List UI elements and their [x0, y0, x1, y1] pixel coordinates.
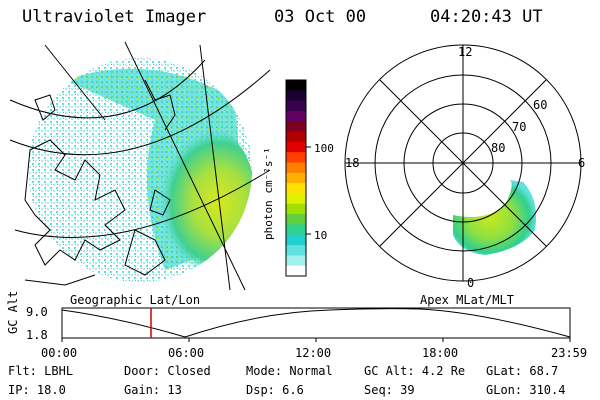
altitude-curve — [61, 308, 571, 338]
mlt-label-0: 0 — [467, 276, 475, 290]
colorbar-swatch — [286, 234, 306, 246]
door-field: Door: Closed — [124, 364, 211, 378]
altitude-plot-frame — [61, 307, 571, 339]
altitude-xtick-2359: 23:59 — [551, 346, 588, 360]
colorbar-swatch — [286, 255, 306, 267]
left-panel-caption: Geographic Lat/Lon — [70, 293, 201, 307]
colorbar-swatch — [286, 131, 306, 143]
colorbar-swatch — [286, 183, 306, 195]
colorbar-swatch — [286, 265, 306, 277]
glon-label: GLon: — [486, 383, 523, 397]
mlt-label-6: 6 — [578, 156, 586, 170]
colorbar-swatch — [286, 80, 306, 91]
colorbar-swatch — [286, 110, 306, 122]
altitude-ytick-9: 9.0 — [26, 305, 48, 319]
ip-value: 18.0 — [36, 383, 66, 397]
gain-label: Gain: — [124, 383, 161, 397]
ip-field: IP: 18.0 — [8, 383, 66, 397]
mlt-label-18: 18 — [345, 156, 360, 170]
geographic-image — [9, 41, 271, 291]
colorbar-swatch — [286, 90, 306, 102]
colorbar-swatch — [286, 162, 306, 174]
flt-label: Flt: — [8, 364, 37, 378]
altitude-ylabel: GC Alt — [6, 290, 20, 334]
lat-lon-grid — [9, 41, 271, 291]
mode-field: Mode: Normal — [246, 364, 333, 378]
altitude-xtick-0600: 06:00 — [168, 346, 205, 360]
polar-mlat-mlt-panel — [335, 40, 600, 290]
mode-value: Normal — [289, 364, 333, 378]
colorbar-swatch — [286, 121, 306, 133]
altitude-plot-svg — [61, 307, 571, 342]
mlt-label-12: 12 — [458, 45, 473, 59]
date-label: 03 Oct 00 — [274, 7, 367, 27]
gc-alt-label: GC Alt: — [364, 364, 415, 378]
time-label: 04:20:43 UT — [430, 7, 543, 27]
colorbar-swatch — [286, 172, 306, 184]
lat-label-60: 60 — [533, 98, 548, 112]
colorbar-swatch — [286, 214, 306, 226]
colorbar-swatch — [286, 152, 306, 164]
dsp-field: Dsp: 6.6 — [246, 383, 304, 397]
glat-field: GLat: 68.7 — [486, 364, 558, 378]
altitude-x-ticks — [61, 338, 571, 342]
mode-label: Mode: — [246, 364, 283, 378]
geographic-image-panel — [5, 40, 275, 291]
colorbar-swatch — [286, 203, 306, 215]
lat-label-80: 80 — [491, 141, 506, 155]
flt-field: Flt: LBHL — [8, 364, 73, 378]
seq-label: Seq: — [364, 383, 393, 397]
altitude-xtick-0000: 00:00 — [41, 346, 78, 360]
right-panel-caption: Apex MLat/MLT — [420, 293, 514, 307]
altitude-xtick-1800: 18:00 — [422, 346, 459, 360]
ip-label: IP: — [8, 383, 30, 397]
colorbar-tick-100: 100 — [314, 142, 334, 155]
flt-value: LBHL — [44, 364, 74, 378]
glon-field: GLon: 310.4 — [486, 383, 565, 397]
instrument-title: Ultraviolet Imager — [22, 7, 207, 27]
altitude-ytick-1-8: 1.8 — [26, 328, 48, 342]
colorbar — [278, 76, 338, 286]
gc-alt-field: GC Alt: 4.2 Re — [364, 364, 465, 378]
colorbar-swatch — [286, 100, 306, 112]
colorbar-frame — [285, 79, 307, 277]
seq-value: 39 — [400, 383, 415, 397]
lat-label-70: 70 — [512, 120, 527, 134]
glat-label: GLat: — [486, 364, 523, 378]
glat-value: 68.7 — [529, 364, 559, 378]
polar-aurora — [453, 180, 537, 255]
gain-field: Gain: 13 — [124, 383, 182, 397]
colorbar-swatch — [286, 224, 306, 236]
coastline — [24, 79, 176, 286]
dsp-label: Dsp: — [246, 383, 275, 397]
polar-plot — [344, 44, 582, 282]
gain-value: 13 — [167, 383, 182, 397]
colorbar-scale — [285, 79, 311, 277]
polar-grid — [344, 44, 582, 282]
seq-field: Seq: 39 — [364, 383, 415, 397]
colorbar-unit-label: photon cm⁻²s⁻¹ — [262, 147, 275, 240]
door-value: Closed — [167, 364, 211, 378]
dsp-value: 6.6 — [282, 383, 304, 397]
colorbar-swatch — [286, 245, 306, 256]
colorbar-swatch — [286, 141, 306, 153]
altitude-plot — [0, 290, 600, 365]
colorbar-swatch — [286, 193, 306, 205]
aurora-image — [28, 58, 252, 282]
colorbar-tick-10: 10 — [314, 229, 328, 242]
gc-alt-value: 4.2 Re — [421, 364, 466, 378]
altitude-xtick-1200: 12:00 — [295, 346, 332, 360]
door-label: Door: — [124, 364, 161, 378]
glon-value: 310.4 — [529, 383, 566, 397]
